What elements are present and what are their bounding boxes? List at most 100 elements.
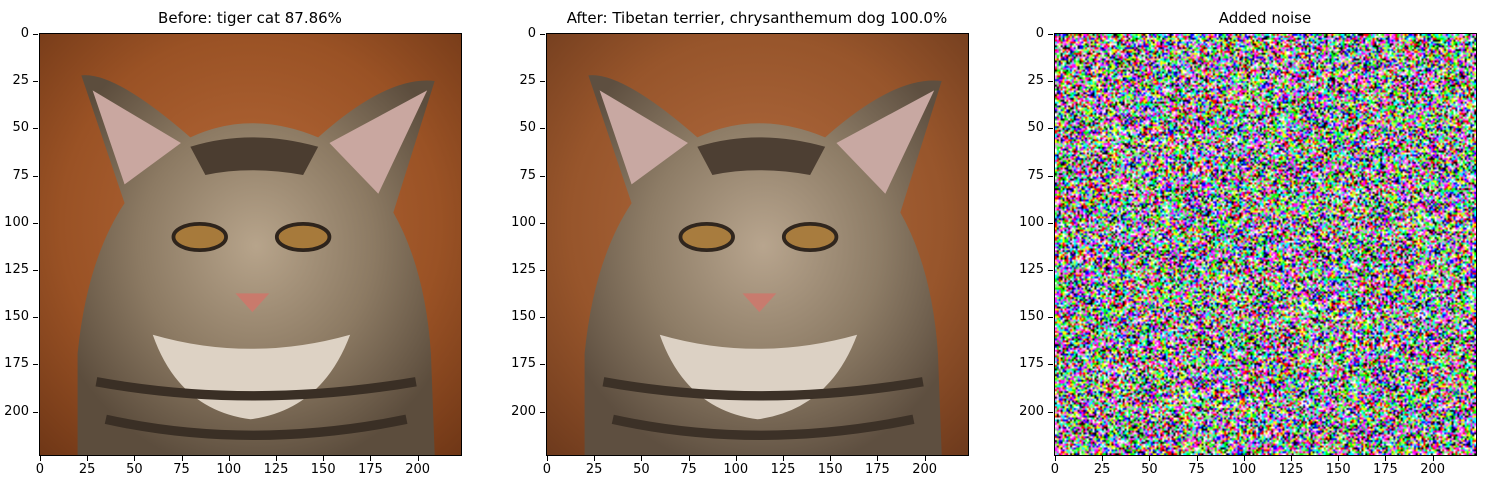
x-tick	[228, 456, 230, 461]
y-tick	[33, 175, 38, 177]
y-tick-label: 25	[519, 73, 536, 89]
y-tick	[1048, 81, 1053, 83]
y-tick	[540, 175, 545, 177]
x-tick	[1385, 456, 1387, 461]
x-tick	[323, 456, 325, 461]
x-tick-label: 200	[1420, 462, 1446, 477]
x-tick-label: 50	[1141, 462, 1158, 477]
x-tick-label: 125	[770, 462, 796, 477]
x-tick	[87, 456, 89, 461]
panel-after: After: Tibetan terrier, chrysanthemum do…	[507, 0, 969, 489]
y-tick-label: 125	[4, 261, 29, 277]
x-tick-label: 175	[1372, 462, 1398, 477]
panel-before: Before: tiger cat 87.86%	[0, 0, 462, 489]
x-tick	[181, 456, 183, 461]
x-tick-label: 75	[173, 462, 190, 477]
panel-title: Before: tiger cat 87.86%	[158, 9, 342, 27]
x-tick	[782, 456, 784, 461]
y-tick-label: 100	[4, 214, 29, 230]
x-tick-label: 75	[680, 462, 697, 477]
y-tick-label: 0	[527, 25, 536, 41]
x-tick	[1243, 456, 1245, 461]
y-tick	[33, 317, 38, 319]
y-tick-label: 200	[511, 403, 536, 419]
x-tick-label: 175	[864, 462, 890, 477]
x-tick	[877, 456, 879, 461]
x-tick	[688, 456, 690, 461]
x-tick-label: 100	[723, 462, 749, 477]
y-tick	[540, 411, 545, 413]
y-tick-label: 125	[1019, 261, 1044, 277]
y-tick	[33, 364, 38, 366]
x-tick-label: 25	[1093, 462, 1111, 477]
cat-photo-image	[40, 34, 461, 455]
y-tick	[540, 317, 545, 319]
y-tick	[33, 222, 38, 224]
x-tick	[1290, 456, 1292, 461]
x-tick	[735, 456, 737, 461]
y-tick-label: 200	[4, 403, 29, 419]
x-tick	[924, 456, 926, 461]
y-tick	[33, 128, 38, 130]
y-tick-label: 175	[1019, 356, 1044, 372]
y-tick-label: 0	[20, 25, 29, 41]
y-tick-label: 150	[1019, 309, 1044, 325]
y-tick-label: 50	[12, 120, 29, 136]
y-tick-label: 75	[1027, 167, 1044, 183]
x-tick-label: 200	[912, 462, 938, 477]
x-tick	[134, 456, 136, 461]
x-tick-label: 25	[585, 462, 603, 477]
x-tick	[546, 456, 548, 461]
x-tick-label: 100	[1231, 462, 1257, 477]
y-tick	[1048, 317, 1053, 319]
x-tick-label: 0	[35, 462, 45, 477]
x-tick-label: 0	[1050, 462, 1060, 477]
y-tick	[540, 364, 545, 366]
cat-photo-perturbed-image	[547, 34, 968, 455]
image-frame-noise	[1054, 33, 1477, 456]
y-tick-label: 25	[12, 73, 29, 89]
image-frame-after	[546, 33, 969, 456]
x-tick-label: 150	[310, 462, 336, 477]
x-tick	[830, 456, 832, 461]
y-tick	[540, 81, 545, 83]
y-tick	[540, 222, 545, 224]
panel-title: After: Tibetan terrier, chrysanthemum do…	[566, 9, 948, 27]
x-tick-label: 100	[216, 462, 242, 477]
x-tick	[275, 456, 277, 461]
x-tick-label: 50	[633, 462, 650, 477]
y-tick	[1048, 175, 1053, 177]
y-tick-label: 50	[1027, 120, 1044, 136]
y-tick	[1048, 128, 1053, 130]
x-tick-label: 75	[1188, 462, 1205, 477]
x-tick	[1149, 456, 1151, 461]
y-tick-label: 200	[1019, 403, 1044, 419]
y-tick-label: 100	[511, 214, 536, 230]
y-tick-label: 175	[511, 356, 536, 372]
y-tick	[1048, 222, 1053, 224]
x-tick	[1432, 456, 1434, 461]
y-tick-label: 100	[1019, 214, 1044, 230]
y-tick	[1048, 269, 1053, 271]
x-tick	[594, 456, 596, 461]
x-tick-label: 150	[1325, 462, 1351, 477]
y-tick-label: 75	[519, 167, 536, 183]
x-tick-label: 125	[1278, 462, 1304, 477]
panel-noise: Added noise 0 25 50 75 100 125 150 175 200 0 25 50 7…	[1015, 0, 1477, 489]
x-tick	[39, 456, 41, 461]
x-tick	[1338, 456, 1340, 461]
x-tick	[1102, 456, 1104, 461]
y-tick	[33, 269, 38, 271]
x-tick	[641, 456, 643, 461]
y-tick-label: 150	[511, 309, 536, 325]
y-tick	[1048, 33, 1053, 35]
y-tick-label: 125	[511, 261, 536, 277]
y-tick-label: 25	[1027, 73, 1044, 89]
y-tick	[1048, 411, 1053, 413]
y-tick	[1048, 364, 1053, 366]
y-tick	[33, 33, 38, 35]
panel-title: Added noise	[1218, 9, 1312, 27]
x-tick	[1196, 456, 1198, 461]
x-tick-label: 175	[357, 462, 383, 477]
y-tick	[540, 269, 545, 271]
